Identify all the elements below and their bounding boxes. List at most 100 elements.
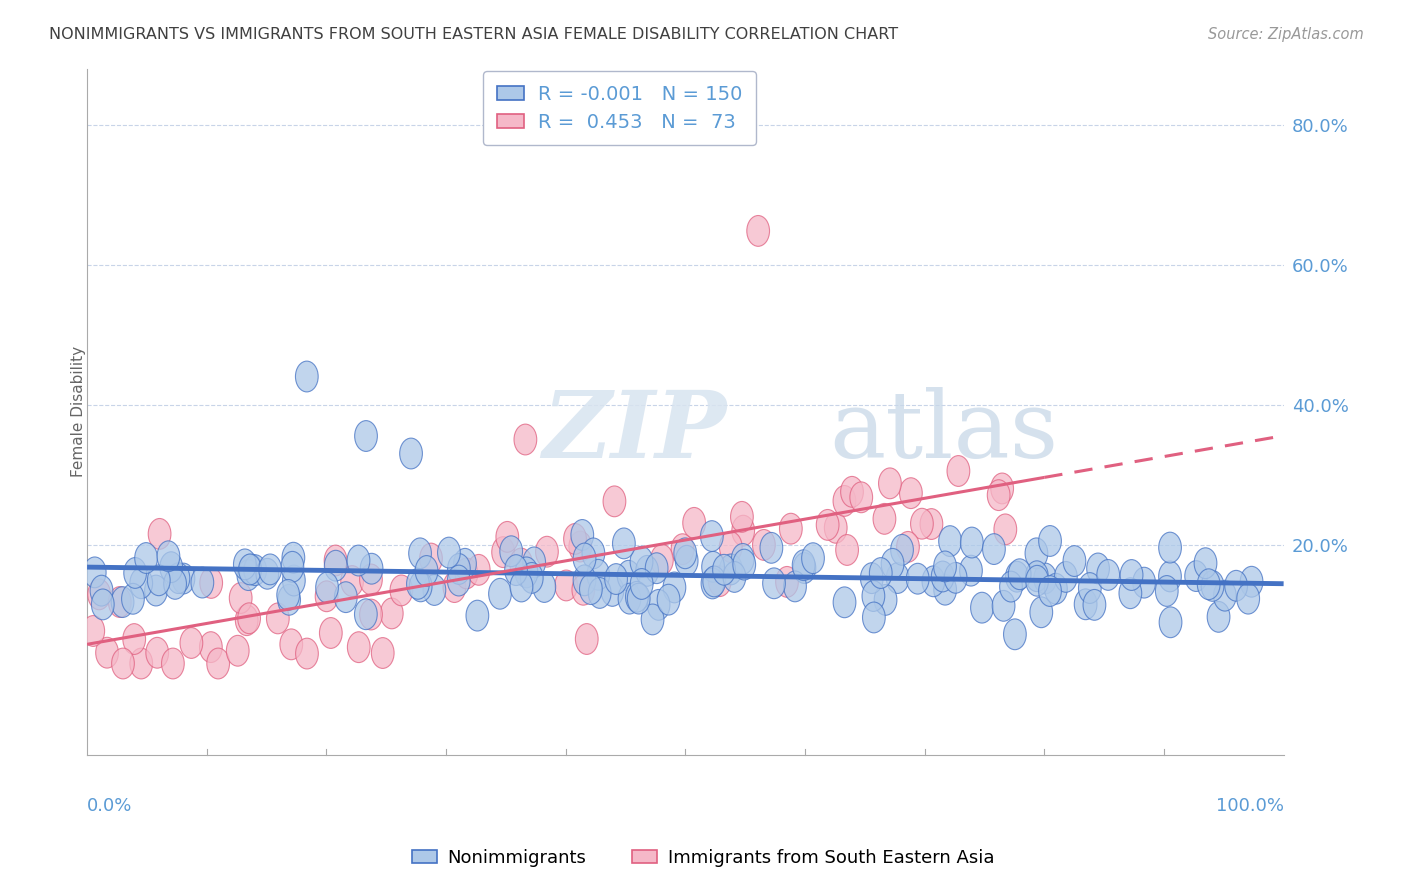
Ellipse shape	[180, 628, 202, 658]
Ellipse shape	[1033, 563, 1056, 594]
Ellipse shape	[619, 583, 641, 614]
Ellipse shape	[776, 566, 799, 598]
Text: ZIP: ZIP	[541, 387, 725, 477]
Ellipse shape	[1240, 566, 1263, 597]
Ellipse shape	[347, 545, 370, 576]
Text: NONIMMIGRANTS VS IMMIGRANTS FROM SOUTH EASTERN ASIA FEMALE DISABILITY CORRELATIO: NONIMMIGRANTS VS IMMIGRANTS FROM SOUTH E…	[49, 27, 898, 42]
Ellipse shape	[267, 603, 290, 634]
Ellipse shape	[520, 563, 543, 593]
Ellipse shape	[283, 542, 305, 573]
Ellipse shape	[920, 508, 943, 540]
Ellipse shape	[720, 532, 742, 563]
Ellipse shape	[238, 603, 260, 633]
Ellipse shape	[148, 518, 172, 549]
Ellipse shape	[630, 546, 652, 577]
Ellipse shape	[129, 568, 153, 599]
Ellipse shape	[1185, 561, 1208, 591]
Ellipse shape	[163, 568, 187, 599]
Ellipse shape	[897, 532, 920, 562]
Ellipse shape	[645, 553, 668, 583]
Ellipse shape	[200, 632, 222, 663]
Ellipse shape	[160, 552, 183, 582]
Ellipse shape	[1194, 548, 1216, 579]
Ellipse shape	[647, 590, 669, 620]
Ellipse shape	[702, 568, 724, 599]
Ellipse shape	[1159, 561, 1181, 591]
Ellipse shape	[409, 538, 432, 569]
Ellipse shape	[575, 624, 598, 655]
Ellipse shape	[505, 555, 527, 585]
Ellipse shape	[752, 530, 775, 560]
Ellipse shape	[801, 543, 824, 574]
Ellipse shape	[1156, 575, 1178, 607]
Ellipse shape	[499, 536, 523, 566]
Ellipse shape	[281, 551, 304, 582]
Ellipse shape	[256, 558, 278, 589]
Ellipse shape	[239, 554, 262, 584]
Ellipse shape	[761, 533, 783, 563]
Ellipse shape	[295, 638, 318, 669]
Ellipse shape	[817, 509, 839, 541]
Ellipse shape	[108, 587, 131, 617]
Ellipse shape	[834, 485, 856, 516]
Ellipse shape	[389, 575, 413, 606]
Ellipse shape	[1201, 571, 1223, 601]
Ellipse shape	[849, 482, 873, 513]
Ellipse shape	[409, 571, 432, 602]
Ellipse shape	[733, 549, 755, 580]
Ellipse shape	[135, 542, 157, 574]
Ellipse shape	[172, 563, 195, 594]
Text: 100.0%: 100.0%	[1216, 797, 1284, 814]
Ellipse shape	[111, 648, 135, 679]
Ellipse shape	[636, 556, 658, 586]
Ellipse shape	[1025, 538, 1047, 569]
Ellipse shape	[1000, 571, 1022, 602]
Ellipse shape	[83, 557, 105, 588]
Ellipse shape	[447, 554, 470, 584]
Text: 0.0%: 0.0%	[87, 797, 132, 814]
Ellipse shape	[960, 527, 983, 558]
Ellipse shape	[82, 615, 104, 647]
Ellipse shape	[922, 566, 945, 597]
Ellipse shape	[939, 525, 962, 557]
Ellipse shape	[555, 570, 578, 601]
Ellipse shape	[238, 559, 260, 591]
Ellipse shape	[162, 648, 184, 679]
Ellipse shape	[360, 599, 382, 630]
Ellipse shape	[1213, 581, 1236, 611]
Ellipse shape	[146, 638, 169, 668]
Ellipse shape	[1237, 583, 1260, 614]
Ellipse shape	[600, 575, 624, 607]
Ellipse shape	[157, 541, 180, 572]
Ellipse shape	[588, 577, 612, 608]
Ellipse shape	[931, 561, 955, 592]
Ellipse shape	[536, 536, 558, 567]
Ellipse shape	[934, 551, 956, 582]
Ellipse shape	[360, 564, 382, 595]
Ellipse shape	[340, 566, 364, 597]
Ellipse shape	[1039, 525, 1062, 557]
Ellipse shape	[148, 565, 170, 596]
Ellipse shape	[454, 549, 477, 579]
Ellipse shape	[875, 584, 897, 615]
Ellipse shape	[399, 438, 422, 469]
Ellipse shape	[991, 473, 1014, 504]
Ellipse shape	[510, 571, 533, 602]
Ellipse shape	[824, 512, 846, 543]
Ellipse shape	[626, 582, 648, 612]
Ellipse shape	[862, 581, 884, 611]
Ellipse shape	[229, 582, 252, 614]
Ellipse shape	[603, 486, 626, 516]
Ellipse shape	[278, 584, 301, 615]
Ellipse shape	[703, 566, 725, 597]
Ellipse shape	[572, 574, 595, 605]
Ellipse shape	[283, 566, 305, 596]
Ellipse shape	[129, 648, 153, 679]
Ellipse shape	[1031, 597, 1053, 628]
Ellipse shape	[280, 629, 302, 660]
Ellipse shape	[325, 545, 347, 576]
Ellipse shape	[354, 599, 377, 630]
Ellipse shape	[869, 558, 893, 589]
Ellipse shape	[259, 554, 281, 585]
Ellipse shape	[762, 568, 786, 599]
